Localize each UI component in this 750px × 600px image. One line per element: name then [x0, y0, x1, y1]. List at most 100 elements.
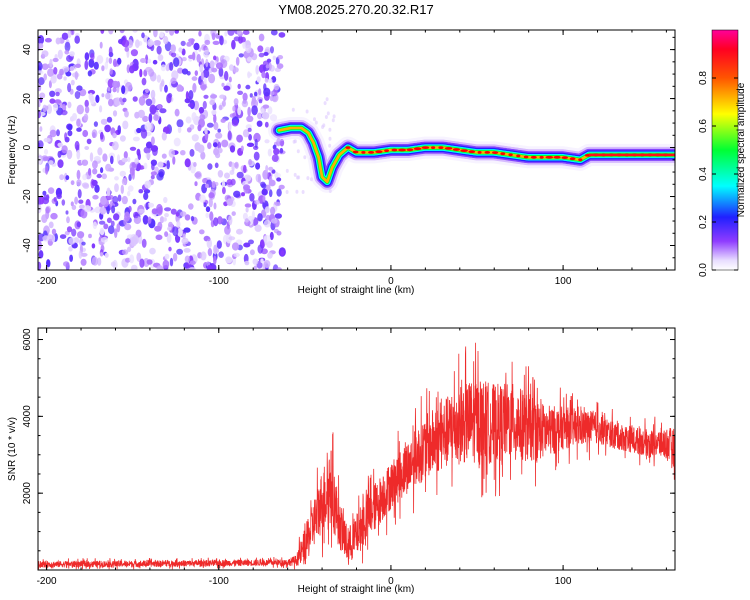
noise-blob [170, 208, 177, 215]
noise-blob [204, 39, 211, 46]
noise-blob [188, 90, 194, 100]
noise-blob [76, 85, 83, 91]
noise-blob [84, 106, 90, 114]
noise-blob [92, 168, 98, 175]
ridge-hotspot [361, 151, 366, 154]
noise-blob [208, 192, 215, 199]
noise-blob [127, 246, 132, 253]
noise-blob [271, 218, 278, 224]
noise-blob [267, 252, 273, 259]
noise-blob [218, 104, 223, 111]
noise-blob [65, 210, 69, 215]
noise-blob [117, 194, 122, 202]
noise-blob [180, 211, 187, 217]
noise-blob [154, 225, 162, 232]
noise-blob [43, 148, 49, 155]
noise-blob [258, 99, 263, 104]
noise-blob [227, 30, 235, 36]
noise-blob [142, 93, 149, 99]
noise-blob [241, 192, 245, 197]
noise-blob [172, 252, 178, 262]
noise-blob [132, 136, 140, 142]
noise-blob [123, 151, 128, 159]
y-tick-label: 0 [22, 144, 33, 150]
noise-blob [112, 195, 119, 205]
noise-blob [119, 135, 126, 142]
noise-blob [88, 168, 92, 176]
noise-blob [47, 187, 55, 195]
noise-blob [74, 196, 78, 205]
noise-blob [150, 174, 155, 180]
noise-blob [293, 172, 297, 177]
noise-blob [114, 228, 118, 239]
noise-blob [145, 88, 149, 94]
noise-blob [189, 149, 195, 157]
noise-blob [150, 89, 156, 100]
noise-blob [66, 216, 70, 224]
noise-blob [53, 103, 59, 112]
x-tick-label: 100 [555, 276, 572, 287]
noise-blob [42, 235, 50, 242]
noise-blob [181, 57, 187, 62]
noise-blob [257, 112, 263, 120]
noise-blob [145, 141, 153, 149]
noise-blob [100, 195, 107, 205]
noise-blob [141, 32, 145, 39]
noise-blob [248, 134, 253, 141]
noise-blob [71, 204, 77, 210]
noise-blob [198, 30, 202, 37]
noise-blob [301, 190, 305, 194]
noise-blob [213, 147, 220, 156]
ridge-hotspot [345, 146, 351, 150]
noise-blob [104, 124, 111, 133]
noise-blob [76, 221, 82, 228]
noise-blob [140, 129, 148, 139]
noise-blob [170, 77, 177, 85]
noise-blob [90, 96, 94, 103]
noise-blob [170, 44, 176, 53]
noise-blob [93, 61, 99, 70]
noise-blob [241, 99, 249, 108]
noise-blob [78, 250, 83, 259]
noise-blob [328, 127, 332, 132]
noise-blob [70, 180, 75, 186]
noise-blob [164, 231, 169, 238]
noise-blob [42, 104, 47, 113]
noise-blob [184, 214, 191, 221]
noise-blob [106, 116, 113, 123]
noise-blob [285, 190, 289, 194]
colorbar-gradient [711, 29, 739, 271]
noise-blob [200, 71, 205, 81]
colorbar-ticks: 0.0 0.2 0.4 0.6 0.8 [698, 71, 738, 277]
noise-blob [242, 92, 248, 102]
noise-blob [38, 261, 42, 270]
noise-blob [194, 172, 202, 178]
noise-blob [269, 91, 275, 96]
noise-blob [194, 181, 198, 187]
noise-blob [173, 137, 181, 147]
noise-blob [205, 206, 211, 213]
noise-blob [202, 100, 207, 110]
noise-blob [240, 145, 244, 152]
noise-blob [292, 139, 296, 144]
noise-blob [262, 104, 270, 109]
noise-blob [263, 260, 271, 268]
noise-blob [270, 30, 278, 36]
noise-blob [132, 96, 138, 102]
snr-ylabel: SNR (10 * v/v) [7, 417, 18, 481]
noise-blob [150, 136, 155, 146]
noise-blob [215, 248, 220, 253]
noise-blob [247, 127, 252, 132]
noise-blob [102, 153, 108, 162]
noise-blob [231, 162, 235, 172]
noise-blob [38, 100, 41, 108]
noise-blob [142, 115, 149, 122]
noise-blob [271, 169, 276, 174]
noise-blob [223, 85, 231, 91]
noise-blob [244, 218, 249, 223]
noise-blob [276, 63, 284, 69]
noise-blob [136, 252, 142, 262]
noise-blob [150, 145, 159, 152]
noise-blob [99, 252, 104, 257]
noise-blob [99, 207, 107, 215]
